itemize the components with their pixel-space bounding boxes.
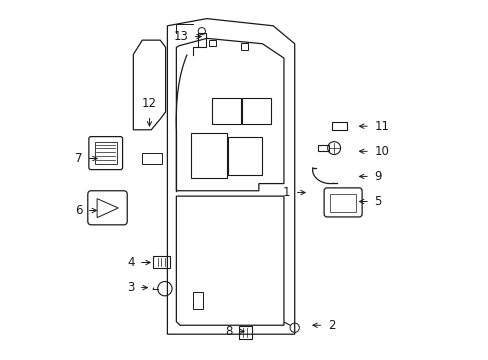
Bar bbox=[208, 40, 215, 46]
Bar bbox=[332, 122, 346, 130]
Text: 4: 4 bbox=[127, 256, 134, 269]
Text: 2: 2 bbox=[327, 319, 334, 332]
Text: 5: 5 bbox=[373, 195, 381, 208]
Text: 3: 3 bbox=[127, 281, 134, 294]
Text: 8: 8 bbox=[225, 325, 233, 338]
Bar bbox=[192, 292, 203, 309]
Bar bbox=[142, 153, 162, 164]
Text: 6: 6 bbox=[75, 204, 82, 217]
Text: 7: 7 bbox=[75, 152, 82, 165]
Bar bbox=[317, 145, 329, 151]
Text: 9: 9 bbox=[373, 170, 381, 183]
Bar bbox=[241, 43, 247, 50]
Bar bbox=[198, 33, 205, 47]
Text: 12: 12 bbox=[142, 97, 157, 110]
Text: 11: 11 bbox=[373, 120, 388, 133]
Text: 1: 1 bbox=[283, 186, 290, 199]
Text: 10: 10 bbox=[373, 145, 388, 158]
Text: 13: 13 bbox=[173, 30, 188, 43]
